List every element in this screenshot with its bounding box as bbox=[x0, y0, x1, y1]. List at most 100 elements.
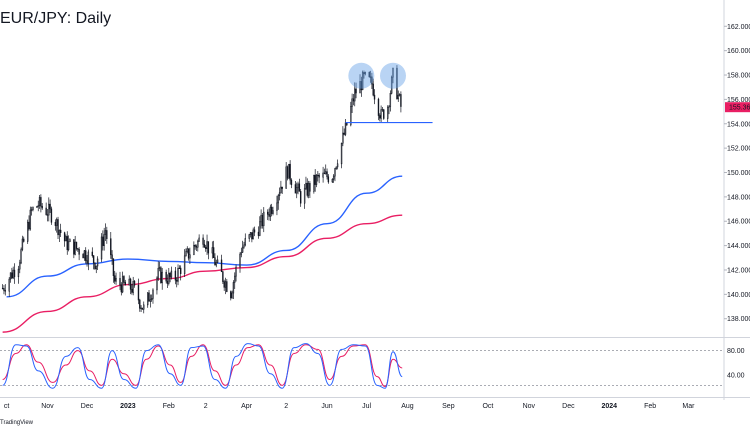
oscillator-tick-label: 40.00 bbox=[727, 372, 745, 379]
candle-body bbox=[104, 230, 107, 235]
candle-body bbox=[296, 187, 298, 194]
candle-body bbox=[100, 236, 103, 260]
candle-body bbox=[166, 280, 169, 284]
oscillator-k-line bbox=[2, 343, 403, 389]
candle-body bbox=[36, 206, 38, 208]
time-tick-label: 2 bbox=[284, 403, 288, 410]
candle-body bbox=[369, 76, 372, 78]
candle-body bbox=[119, 278, 121, 286]
candle-body bbox=[49, 203, 51, 210]
candle-body bbox=[157, 267, 159, 279]
candle-body bbox=[94, 262, 96, 269]
candle-body bbox=[364, 72, 366, 75]
candle-body bbox=[141, 307, 144, 310]
candle-body bbox=[111, 254, 113, 260]
candle-body bbox=[110, 238, 112, 256]
candle-body bbox=[63, 232, 66, 242]
candle-body bbox=[244, 238, 246, 246]
candle-body bbox=[174, 270, 177, 281]
candle-body bbox=[128, 278, 130, 286]
candle-body bbox=[241, 246, 244, 253]
candle-body bbox=[8, 278, 10, 292]
candle-body bbox=[388, 106, 390, 108]
candle-body bbox=[40, 197, 42, 207]
candle-body bbox=[143, 304, 145, 310]
candle-body bbox=[207, 241, 210, 254]
candle-body bbox=[400, 94, 402, 107]
candle-body bbox=[276, 202, 278, 211]
candle-body bbox=[30, 209, 33, 211]
candle-body bbox=[189, 254, 191, 259]
candle-body bbox=[387, 106, 389, 119]
candle-body bbox=[206, 241, 208, 249]
candle-body bbox=[158, 267, 161, 269]
candle-body bbox=[286, 166, 289, 179]
candle-body bbox=[361, 72, 364, 91]
candle-body bbox=[355, 88, 357, 94]
candle-body bbox=[363, 72, 365, 75]
candle-body bbox=[299, 191, 302, 204]
oscillator-d-line bbox=[2, 344, 403, 387]
candle-body bbox=[73, 239, 75, 255]
candle-body bbox=[371, 76, 373, 85]
candle-body bbox=[252, 229, 254, 240]
candle-body bbox=[379, 115, 381, 119]
candle-body bbox=[261, 214, 264, 227]
time-tick-label: Feb bbox=[163, 403, 175, 410]
candle-body bbox=[318, 174, 320, 178]
candle-body bbox=[314, 174, 316, 185]
candle-body bbox=[132, 281, 134, 293]
candle-body bbox=[183, 255, 186, 274]
candle-body bbox=[397, 94, 399, 100]
candle-body bbox=[272, 210, 274, 214]
candle-body bbox=[102, 236, 104, 246]
grid bbox=[0, 0, 750, 400]
time-tick-label: 2023 bbox=[120, 403, 136, 410]
candle-body bbox=[37, 205, 39, 207]
candle-body bbox=[3, 288, 5, 291]
price-tick-label: 154.000 bbox=[727, 121, 750, 128]
price-axis: 162.000 160.000 158.000 156.000 154.000 152.0… bbox=[724, 24, 750, 323]
candle-body bbox=[280, 186, 282, 194]
candle-body bbox=[65, 236, 67, 242]
candle-body bbox=[239, 253, 241, 268]
candle-body bbox=[121, 276, 124, 293]
candle-body bbox=[259, 221, 261, 236]
candle-body bbox=[278, 192, 281, 196]
candle-body bbox=[269, 206, 272, 217]
candle-body bbox=[334, 168, 336, 177]
candle-body bbox=[178, 267, 181, 270]
candle-body bbox=[170, 270, 173, 278]
price-tick-label: 156.000 bbox=[727, 97, 750, 104]
time-tick-label: 2024 bbox=[601, 403, 617, 410]
candle-body bbox=[377, 98, 380, 116]
candle-body bbox=[32, 207, 34, 211]
time-tick-label: 2 bbox=[204, 403, 208, 410]
candle-body bbox=[28, 221, 30, 230]
candle-body bbox=[133, 281, 136, 286]
candle-body bbox=[1, 287, 4, 290]
candle-body bbox=[114, 275, 116, 282]
candle-body bbox=[270, 206, 273, 214]
oscillator-tick-label: 80.00 bbox=[727, 348, 745, 355]
price-tick-label: 150.000 bbox=[727, 170, 750, 177]
candle-body bbox=[359, 81, 361, 94]
candle-body bbox=[48, 203, 50, 216]
candle-body bbox=[390, 76, 393, 94]
candle-body bbox=[96, 258, 99, 267]
candle-body bbox=[267, 211, 269, 215]
candle-body bbox=[290, 179, 293, 185]
candle-body bbox=[54, 221, 57, 226]
time-tick-label: Sep bbox=[442, 403, 455, 410]
candle-body bbox=[195, 245, 198, 248]
price-tick-label: 160.000 bbox=[727, 48, 750, 55]
candle-body bbox=[177, 267, 179, 282]
candle-body bbox=[317, 174, 319, 177]
candle-body bbox=[277, 195, 279, 204]
candle-body bbox=[78, 248, 80, 255]
candle-body bbox=[85, 250, 87, 261]
candle-body bbox=[46, 214, 49, 216]
candle-body bbox=[313, 174, 315, 192]
tradingview-logo: TradingView bbox=[0, 420, 34, 426]
